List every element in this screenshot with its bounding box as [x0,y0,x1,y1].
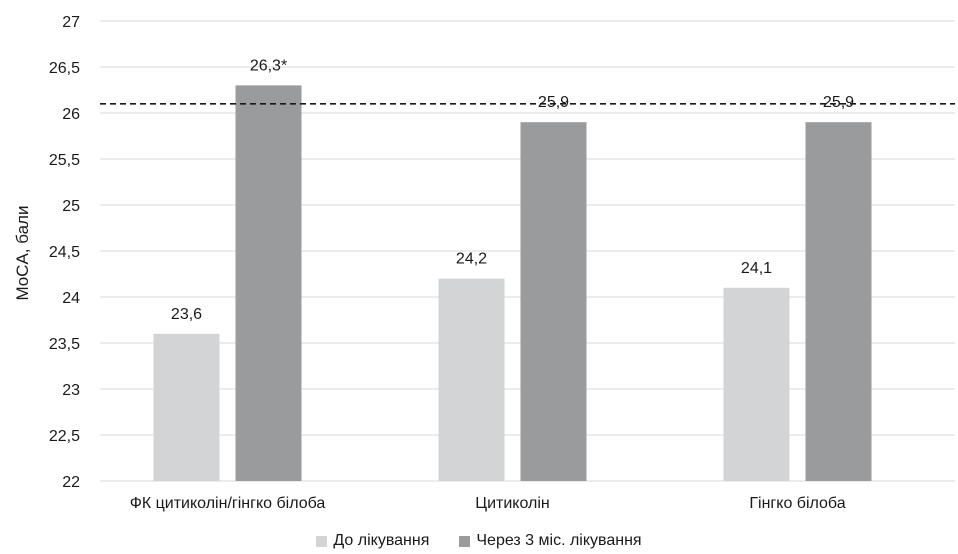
legend-label-after: Через 3 міс. лікування [476,532,642,549]
y-tick-label: 24 [62,290,80,307]
data-labels: 23,6 26,3* 24,2 25,9 24,1 25,9 [171,57,854,322]
y-tick-label: 27 [62,14,80,31]
data-label: 26,3* [250,57,287,74]
x-category-label: Гінгко білоба [749,495,845,512]
legend-item-after: Через 3 міс. лікування [459,532,642,550]
y-tick-label: 22,5 [49,428,80,445]
data-label: 25,9 [823,94,854,111]
bars [153,85,872,482]
bar [153,333,220,481]
bar [805,122,872,481]
x-category-label: Цитиколін [475,495,550,512]
y-axis-title: MoCA, бали [13,206,32,301]
y-tick-label: 25 [62,198,80,215]
y-tick-label: 22 [62,474,80,491]
bar [235,85,302,482]
x-category-label: ФК цитиколін/гінгко білоба [130,495,326,512]
data-label: 24,2 [456,251,487,268]
y-tick-label: 24,5 [49,244,80,261]
bar [723,287,790,481]
data-label: 24,1 [741,260,772,277]
y-tick-label: 23 [62,382,80,399]
legend-swatch-before [316,535,328,547]
y-axis-ticks: 22 22,5 23 23,5 24 24,5 25 25,5 26 26,5 27 [49,14,80,491]
legend-label-before: До лікування [333,532,430,549]
y-tick-label: 26,5 [49,60,80,77]
y-tick-label: 23,5 [49,336,80,353]
data-label: 23,6 [171,306,202,323]
legend: До лікування Через 3 міс. лікування [0,532,958,550]
legend-swatch-after [459,535,471,547]
bar [520,122,587,481]
y-tick-label: 25,5 [49,152,80,169]
y-tick-label: 26 [62,106,80,123]
data-label: 25,9 [538,94,569,111]
bar [438,278,505,481]
x-axis-categories: ФК цитиколін/гінгко білоба Цитиколін Гінгк… [130,495,846,512]
legend-item-before: До лікування [316,532,429,550]
